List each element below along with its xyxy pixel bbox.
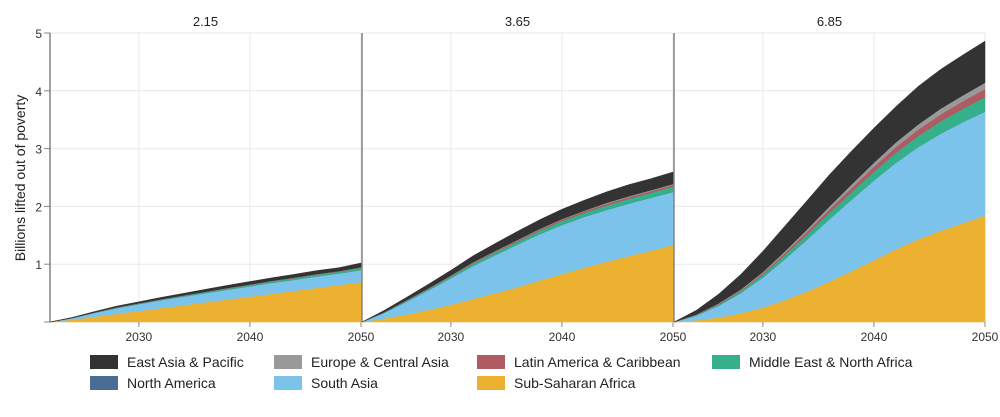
legend-item-europe-central-asia: Europe & Central Asia bbox=[274, 352, 449, 372]
legend-item-east-asia-pacific: East Asia & Pacific bbox=[90, 352, 244, 372]
area-east-asia-pacific bbox=[49, 262, 362, 323]
x-tick-label: 2030 bbox=[126, 330, 153, 344]
legend-label: Sub-Saharan Africa bbox=[514, 375, 636, 391]
y-tick-label: 4 bbox=[35, 85, 42, 99]
legend-swatch bbox=[90, 355, 118, 369]
legend-item-sub-saharan-africa: Sub-Saharan Africa bbox=[477, 373, 635, 393]
y-axis-label: Billions lifted out of poverty bbox=[12, 95, 28, 262]
panel-2-15: 2.15 2030 2040 2050 bbox=[49, 14, 375, 344]
legend-item-latin-america-caribbean: Latin America & Caribbean bbox=[477, 352, 681, 372]
legend-label: North America bbox=[127, 375, 216, 391]
panel-6-85: 6.85 2030 2040 2050 bbox=[673, 14, 999, 344]
area-east-asia-pacific bbox=[361, 171, 674, 323]
legend-item-middle-east-north-africa: Middle East & North Africa bbox=[712, 352, 912, 372]
panel-title: 2.15 bbox=[193, 14, 218, 29]
panel-3-65: 3.65 2030 2040 2050 bbox=[361, 14, 687, 344]
y-tick-label: 1 bbox=[35, 258, 42, 272]
x-tick-label: 2050 bbox=[660, 330, 687, 344]
legend-swatch bbox=[477, 355, 505, 369]
legend-label: Latin America & Caribbean bbox=[514, 354, 681, 370]
chart-canvas: Billions lifted out of poverty 1 2 3 4 5 2.15… bbox=[12, 14, 999, 344]
legend-swatch bbox=[712, 355, 740, 369]
legend-swatch bbox=[274, 355, 302, 369]
x-tick-label: 2050 bbox=[348, 330, 375, 344]
legend-swatch bbox=[274, 376, 302, 390]
legend-item-north-america: North America bbox=[90, 373, 216, 393]
legend-label: South Asia bbox=[311, 375, 378, 391]
legend-label: Middle East & North Africa bbox=[749, 354, 913, 370]
legend-label: Europe & Central Asia bbox=[311, 354, 449, 370]
y-tick-label: 3 bbox=[35, 143, 42, 157]
x-tick-label: 2050 bbox=[972, 330, 999, 344]
panel-title: 3.65 bbox=[505, 14, 530, 29]
legend-swatch bbox=[90, 376, 118, 390]
chart-legend: East Asia & Pacific Europe & Central Asia… bbox=[90, 352, 990, 402]
x-tick-label: 2030 bbox=[750, 330, 777, 344]
x-tick-label: 2040 bbox=[237, 330, 264, 344]
panel-title: 6.85 bbox=[817, 14, 842, 29]
x-tick-label: 2040 bbox=[861, 330, 888, 344]
x-tick-label: 2030 bbox=[438, 330, 465, 344]
x-tick-label: 2040 bbox=[549, 330, 576, 344]
legend-swatch bbox=[477, 376, 505, 390]
legend-item-south-asia: South Asia bbox=[274, 373, 378, 393]
y-tick-label: 2 bbox=[35, 200, 42, 214]
y-tick-label: 5 bbox=[35, 27, 42, 41]
area-east-asia-pacific bbox=[673, 40, 986, 323]
legend-label: East Asia & Pacific bbox=[127, 354, 244, 370]
